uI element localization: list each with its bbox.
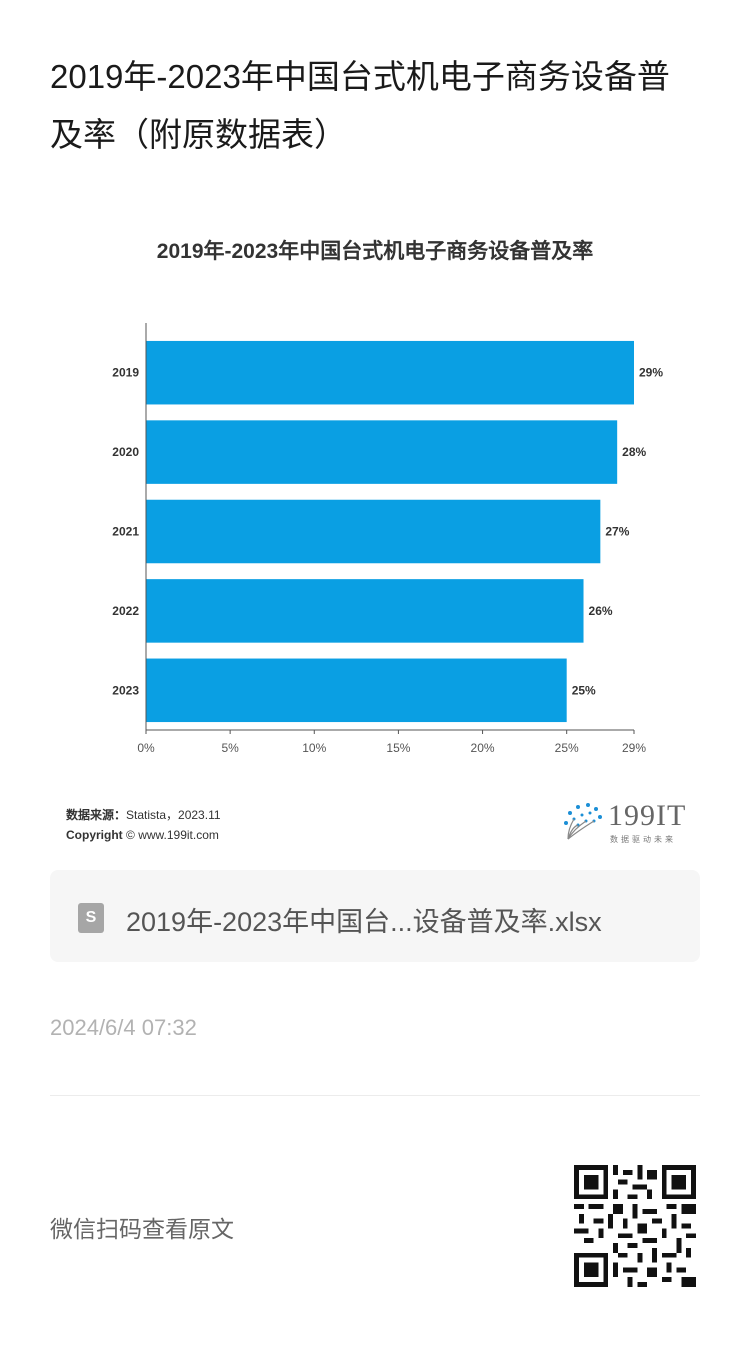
qr-code-icon[interactable] <box>574 1165 696 1287</box>
x-tick-label: 10% <box>302 741 326 755</box>
x-tick-label: 0% <box>137 741 155 755</box>
category-label-2022: 2022 <box>112 604 139 618</box>
value-label-2019: 29% <box>639 366 663 380</box>
attachment-card[interactable]: S 2019年-2023年中国台...设备普及率.xlsx <box>50 870 700 962</box>
category-label-2023: 2023 <box>112 683 139 697</box>
dandelion-logo-icon <box>564 803 602 840</box>
chart-card: 2019年-2023年中国台式机电子商务设备普及率 2019 29% 2020 28%… <box>0 215 750 855</box>
x-tick-label: 25% <box>555 741 579 755</box>
x-tick-label: 20% <box>471 741 495 755</box>
value-label-2021: 27% <box>605 525 629 539</box>
post-timestamp: 2024/6/4 07:32 <box>50 1015 197 1040</box>
x-tick-label: 15% <box>386 741 410 755</box>
bar-2023 <box>146 658 567 723</box>
value-label-2022: 26% <box>589 604 613 618</box>
bar-2019 <box>146 340 634 405</box>
article-title: 2019年-2023年中国台式机电子商务设备普及率（附原数据表） <box>50 58 670 153</box>
category-label-2020: 2020 <box>112 445 139 459</box>
bar-chart: 2019 29% 2020 28% 2021 27% 2022 26% 2023 25% 0% 5% 1… <box>112 323 663 755</box>
attachment-file-name: 2019年-2023年中国台...设备普及率.xlsx <box>126 907 602 937</box>
199it-logo: 199IT 数据驱动未来 <box>558 797 698 847</box>
divider <box>50 1095 700 1096</box>
copyright-line: Copyright © www.199it.com <box>66 825 221 845</box>
bar-2021 <box>146 499 601 564</box>
x-tick-label: 5% <box>221 741 239 755</box>
category-label-2019: 2019 <box>112 366 139 380</box>
logo-text: 199IT <box>608 799 687 832</box>
scan-hint-text: 微信扫码查看原文 <box>50 1216 234 1242</box>
spreadsheet-file-icon: S <box>78 903 104 933</box>
data-source-line: 数据来源：Statista，2023.11 <box>66 805 221 825</box>
category-label-2021: 2021 <box>112 525 139 539</box>
copyright-label: Copyright <box>66 828 123 842</box>
x-tick-label: 29% <box>622 741 646 755</box>
data-source-value: Statista，2023.11 <box>126 808 221 822</box>
bar-2022 <box>146 579 584 643</box>
source-block: 数据来源：Statista，2023.11 Copyright © www.19… <box>66 805 221 845</box>
value-label-2020: 28% <box>622 445 646 459</box>
bar-2020 <box>146 420 618 484</box>
value-label-2023: 25% <box>572 683 596 697</box>
logo-tagline: 数据驱动未来 <box>610 835 676 844</box>
data-source-label: 数据来源： <box>66 808 127 822</box>
chart-title: 2019年-2023年中国台式机电子商务设备普及率 <box>156 240 594 263</box>
copyright-value: © www.199it.com <box>126 828 219 842</box>
